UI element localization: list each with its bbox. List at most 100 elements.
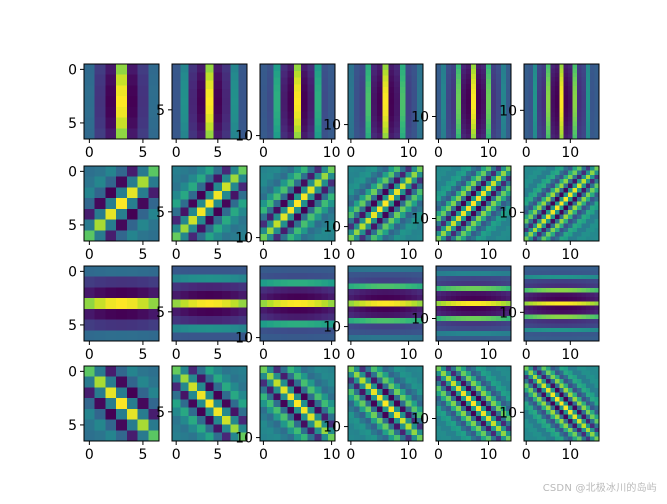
heatmap-cell xyxy=(382,435,389,442)
heatmap-cell xyxy=(594,392,600,398)
heatmap-cell xyxy=(528,323,534,329)
heatmap-cell xyxy=(537,183,542,189)
heatmap-cell xyxy=(476,114,482,120)
heatmap-cell xyxy=(532,188,538,193)
heatmap-cell xyxy=(371,206,378,213)
heatmap-cell xyxy=(365,377,372,384)
heatmap-cell xyxy=(476,406,482,412)
heatmap-cell xyxy=(116,128,128,140)
heatmap-cell xyxy=(471,79,477,85)
subplot-frame xyxy=(83,265,160,342)
heatmap-cell xyxy=(197,64,206,73)
heatmap-cell xyxy=(260,379,268,387)
heatmap-cell xyxy=(359,312,366,319)
heatmap-cell xyxy=(491,276,497,282)
heatmap-cell xyxy=(116,408,128,420)
heatmap-cell xyxy=(321,372,329,380)
heatmap-cell xyxy=(222,199,231,209)
heatmap-cell xyxy=(300,427,309,435)
heatmap-cell xyxy=(461,119,467,125)
heatmap-cell xyxy=(486,104,492,110)
heatmap-cell xyxy=(84,376,96,388)
heatmap-cell xyxy=(411,171,418,178)
heatmap-cell xyxy=(581,81,587,87)
heatmap-cell xyxy=(496,124,502,130)
heatmap-cell xyxy=(353,189,360,196)
heatmap-cell xyxy=(572,166,578,171)
heatmap-cell xyxy=(528,327,534,333)
heatmap-cell xyxy=(476,226,482,232)
heatmap-cell xyxy=(581,401,587,407)
heatmap-cell xyxy=(294,327,302,335)
heatmap-cell xyxy=(486,109,492,115)
heatmap-cell xyxy=(576,432,582,437)
heatmap-cell xyxy=(541,170,547,176)
heatmap-cell xyxy=(572,170,578,176)
heatmap-cell xyxy=(471,176,477,182)
heatmap-cell xyxy=(417,329,424,336)
heatmap-cell xyxy=(371,271,378,278)
heatmap-cell xyxy=(222,232,231,242)
heatmap-cell xyxy=(546,201,551,207)
heatmap-cell xyxy=(446,221,452,227)
heatmap-cell xyxy=(486,201,492,207)
heatmap-cell xyxy=(126,96,138,108)
heatmap-cell xyxy=(537,366,542,371)
heatmap-cell xyxy=(382,206,389,213)
heatmap-cell xyxy=(456,316,462,322)
heatmap-cell xyxy=(554,174,560,180)
heatmap-cell xyxy=(359,300,366,307)
heatmap-cell xyxy=(376,75,383,82)
heatmap-cell xyxy=(348,412,355,419)
heatmap-cell xyxy=(537,388,542,393)
heatmap-cell xyxy=(188,382,198,392)
heatmap-cell xyxy=(436,396,442,402)
heatmap-cell xyxy=(496,401,502,407)
heatmap-cell xyxy=(441,79,447,85)
heatmap-cell xyxy=(524,72,529,78)
heatmap-cell xyxy=(371,329,378,336)
heatmap-cell xyxy=(441,114,447,120)
heatmap-cell xyxy=(481,104,487,110)
heatmap-cell xyxy=(388,166,395,173)
heatmap-cell xyxy=(541,166,547,171)
heatmap-cell xyxy=(541,414,547,420)
heatmap-cell xyxy=(466,406,472,412)
heatmap-cell xyxy=(188,64,198,73)
heatmap-cell xyxy=(471,221,477,227)
heatmap-cell xyxy=(359,121,366,128)
heatmap-cell xyxy=(506,181,512,187)
heatmap-cell xyxy=(417,289,424,296)
heatmap-cell xyxy=(451,406,457,412)
heatmap-cell xyxy=(461,211,467,217)
heatmap-cell xyxy=(461,99,467,105)
heatmap-cell xyxy=(287,77,295,85)
heatmap-cell xyxy=(213,324,223,334)
heatmap-cell xyxy=(546,64,551,69)
heatmap-cell xyxy=(172,432,181,442)
heatmap-cell xyxy=(238,374,248,384)
heatmap-cell xyxy=(501,381,507,387)
heatmap-cell xyxy=(359,194,366,201)
heatmap-cell xyxy=(382,223,389,230)
heatmap-cell xyxy=(411,289,418,296)
heatmap-cell xyxy=(441,201,447,207)
heatmap-cell xyxy=(441,301,447,307)
heatmap-cell xyxy=(328,206,336,215)
heatmap-cell xyxy=(486,366,492,372)
heatmap-cell xyxy=(481,331,487,337)
heatmap-cell xyxy=(446,331,452,337)
heatmap-cell xyxy=(371,277,378,284)
heatmap-cell xyxy=(197,316,206,325)
heatmap-cell xyxy=(466,181,472,187)
heatmap-cell xyxy=(307,186,315,194)
heatmap-cell xyxy=(394,127,401,134)
heatmap-cell xyxy=(94,117,106,129)
heatmap-cell xyxy=(238,64,248,73)
heatmap-cell xyxy=(563,427,569,433)
heatmap-cell xyxy=(394,429,401,436)
heatmap-cell xyxy=(222,382,231,392)
heatmap-cell xyxy=(501,326,507,332)
heatmap-cell xyxy=(486,191,492,197)
heatmap-cell xyxy=(394,189,401,196)
